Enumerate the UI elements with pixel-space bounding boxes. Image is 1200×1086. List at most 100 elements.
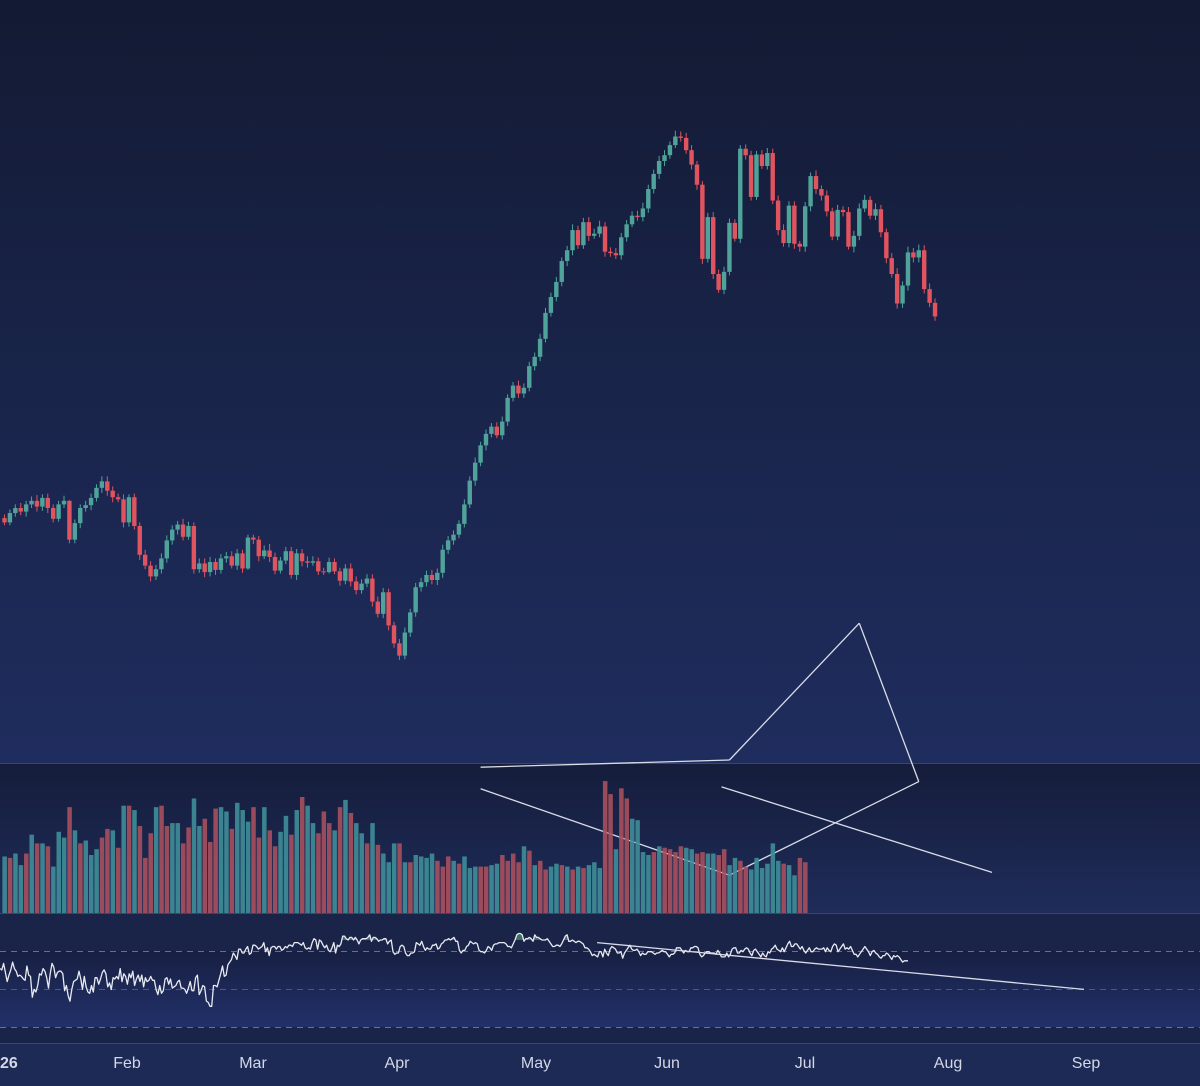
candle: [889, 253, 894, 278]
candle-body: [7, 513, 13, 523]
volume-bar: [694, 853, 700, 913]
candle-body: [624, 224, 629, 238]
candle-body: [370, 578, 375, 602]
candle: [765, 148, 770, 170]
candle-body: [272, 556, 278, 571]
candle: [218, 554, 224, 574]
candle-body: [770, 153, 775, 201]
diamond-line: [858, 622, 920, 782]
candle: [738, 145, 743, 244]
candle-body: [2, 518, 7, 523]
candle-body: [359, 583, 364, 591]
candle: [748, 150, 754, 201]
candle-body: [413, 587, 418, 613]
candle: [343, 564, 348, 585]
candle-body: [927, 289, 932, 303]
volume-bar: [262, 807, 267, 913]
candle: [613, 248, 619, 259]
volume-bar: [224, 811, 229, 913]
candle-body: [505, 397, 510, 422]
volume-bar: [7, 857, 13, 913]
volume-bar: [332, 830, 337, 913]
volume-bar: [478, 866, 483, 913]
candle-body: [548, 297, 554, 313]
volume-bar: [148, 833, 153, 913]
volume-bar: [662, 847, 667, 913]
candle-body: [673, 136, 678, 146]
volume-bar: [175, 823, 181, 913]
volume-bar: [700, 852, 705, 913]
candle: [267, 544, 272, 562]
volume-bar: [153, 807, 159, 913]
candle: [489, 423, 494, 438]
tick-label-jul: Jul: [795, 1055, 815, 1072]
candle-body: [429, 574, 435, 580]
volume-bar: [613, 849, 619, 913]
volume-bar: [786, 865, 792, 913]
tick-label-feb: Feb: [113, 1055, 141, 1072]
candle-body: [705, 217, 710, 259]
candle: [408, 608, 413, 637]
candle: [375, 596, 380, 618]
candle: [608, 247, 613, 257]
candle: [50, 504, 56, 523]
candle: [2, 514, 7, 526]
candle: [456, 520, 462, 539]
candle-body: [83, 505, 88, 508]
candle-body: [851, 235, 857, 247]
volume-bar: [754, 857, 759, 913]
candle-body: [911, 252, 916, 258]
candle: [516, 380, 521, 398]
candle-body: [840, 209, 846, 213]
volume-bar: [321, 811, 327, 913]
volume-bar: [521, 846, 527, 913]
volume-bar: [121, 805, 126, 913]
candle-body: [418, 582, 424, 588]
candle-body: [397, 643, 402, 656]
candle-body: [29, 500, 34, 505]
candle: [115, 493, 121, 503]
candle: [494, 422, 500, 439]
volume-bar: [483, 866, 489, 913]
volume-bar: [792, 875, 797, 913]
candle: [153, 564, 159, 580]
volume-bar: [619, 788, 624, 913]
tick-label-aug: Aug: [934, 1055, 962, 1072]
volume-bar: [716, 855, 722, 913]
candle-body: [440, 549, 445, 573]
candle-body: [743, 148, 748, 156]
volume-bar: [651, 852, 657, 913]
volume-bar: [711, 853, 716, 913]
volume-bar: [505, 860, 511, 913]
volume-bar: [424, 857, 429, 913]
oscillator-band: [0, 951, 1200, 1027]
oscillator-trendline-group: [597, 941, 1085, 991]
candle: [548, 292, 554, 317]
candle-body: [132, 497, 137, 526]
volume-bar: [2, 856, 7, 913]
volume-bar: [310, 823, 316, 913]
candle: [635, 210, 640, 221]
candle: [61, 495, 67, 508]
candle-body: [207, 562, 213, 573]
candle-body: [67, 500, 72, 540]
volume-bar: [575, 866, 581, 913]
candle-body: [570, 230, 575, 251]
volume-bar: [283, 815, 289, 913]
volume-bar: [240, 810, 245, 913]
volume-bar: [748, 869, 754, 913]
candle: [656, 155, 662, 179]
candle-body: [402, 632, 408, 656]
candle-body: [256, 539, 261, 557]
candle: [251, 534, 256, 544]
candle: [256, 536, 261, 562]
tick-label-mar: Mar: [239, 1055, 267, 1072]
candle: [700, 181, 705, 264]
candle: [597, 220, 602, 238]
volume-bar: [646, 855, 651, 913]
candle-body: [88, 497, 94, 506]
candle-body: [792, 205, 797, 244]
candle: [45, 493, 50, 514]
candle: [121, 494, 126, 528]
candle-body: [240, 553, 245, 569]
